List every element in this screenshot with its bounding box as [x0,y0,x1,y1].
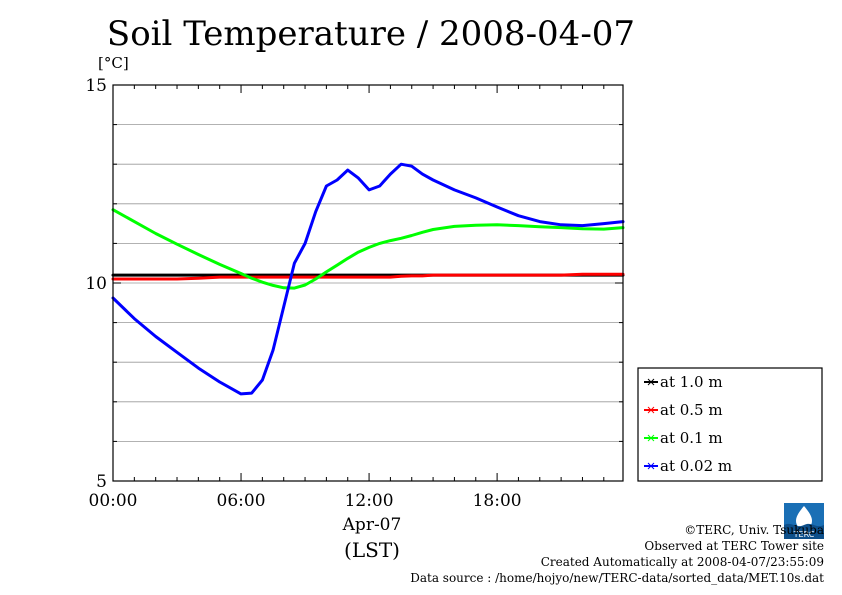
observed-text: Observed at TERC Tower site [644,539,824,553]
series-line-at-0-5-m [111,272,625,281]
legend-label: at 0.5 m [660,401,723,419]
source-text: Data source : /home/hojyo/new/TERC-data/… [410,571,824,585]
axis-ticks: 5 10 15 00:00 06:00 12:00 18:00 [85,76,623,511]
legend-label: at 0.02 m [660,457,732,475]
copyright-text: ©TERC, Univ. Tsukuba [684,523,824,537]
y-tick-label: 5 [96,472,107,492]
x-tick-label: 06:00 [217,491,266,511]
chart-title: Soil Temperature / 2008-04-07 [106,14,636,54]
logo-text: TERC [793,530,815,539]
series-lines [111,162,625,396]
x-axis-label: (LST) [344,538,400,562]
legend-marker [647,378,655,386]
x-axis-date-label: Apr-07 [342,515,402,535]
created-text: Created Automatically at 2008-04-07/23:5… [540,555,824,569]
y-axis-unit: [°C] [98,54,129,72]
legend-marker [647,462,655,470]
x-tick-label: 00:00 [89,491,138,511]
credits: ©TERC, Univ. Tsukuba Observed at TERC To… [410,522,824,586]
y-tick-label: 10 [85,274,107,294]
x-tick-label: 18:00 [473,491,522,511]
legend: at 1.0 m at 0.5 m at 0.1 m at 0.02 m [637,367,823,482]
legend-marker [647,406,655,414]
legend-marker [647,434,655,442]
grid-lines [113,124,623,442]
legend-label: at 1.0 m [660,373,723,391]
legend-box [637,367,823,482]
y-tick-label: 15 [85,76,107,96]
terc-logo-icon: TERC [784,503,824,539]
x-tick-label: 12:00 [345,491,394,511]
series-line-at-0-1-m [111,208,625,290]
legend-label: at 0.1 m [660,429,723,447]
series-line-at-0-02-m [111,162,625,396]
